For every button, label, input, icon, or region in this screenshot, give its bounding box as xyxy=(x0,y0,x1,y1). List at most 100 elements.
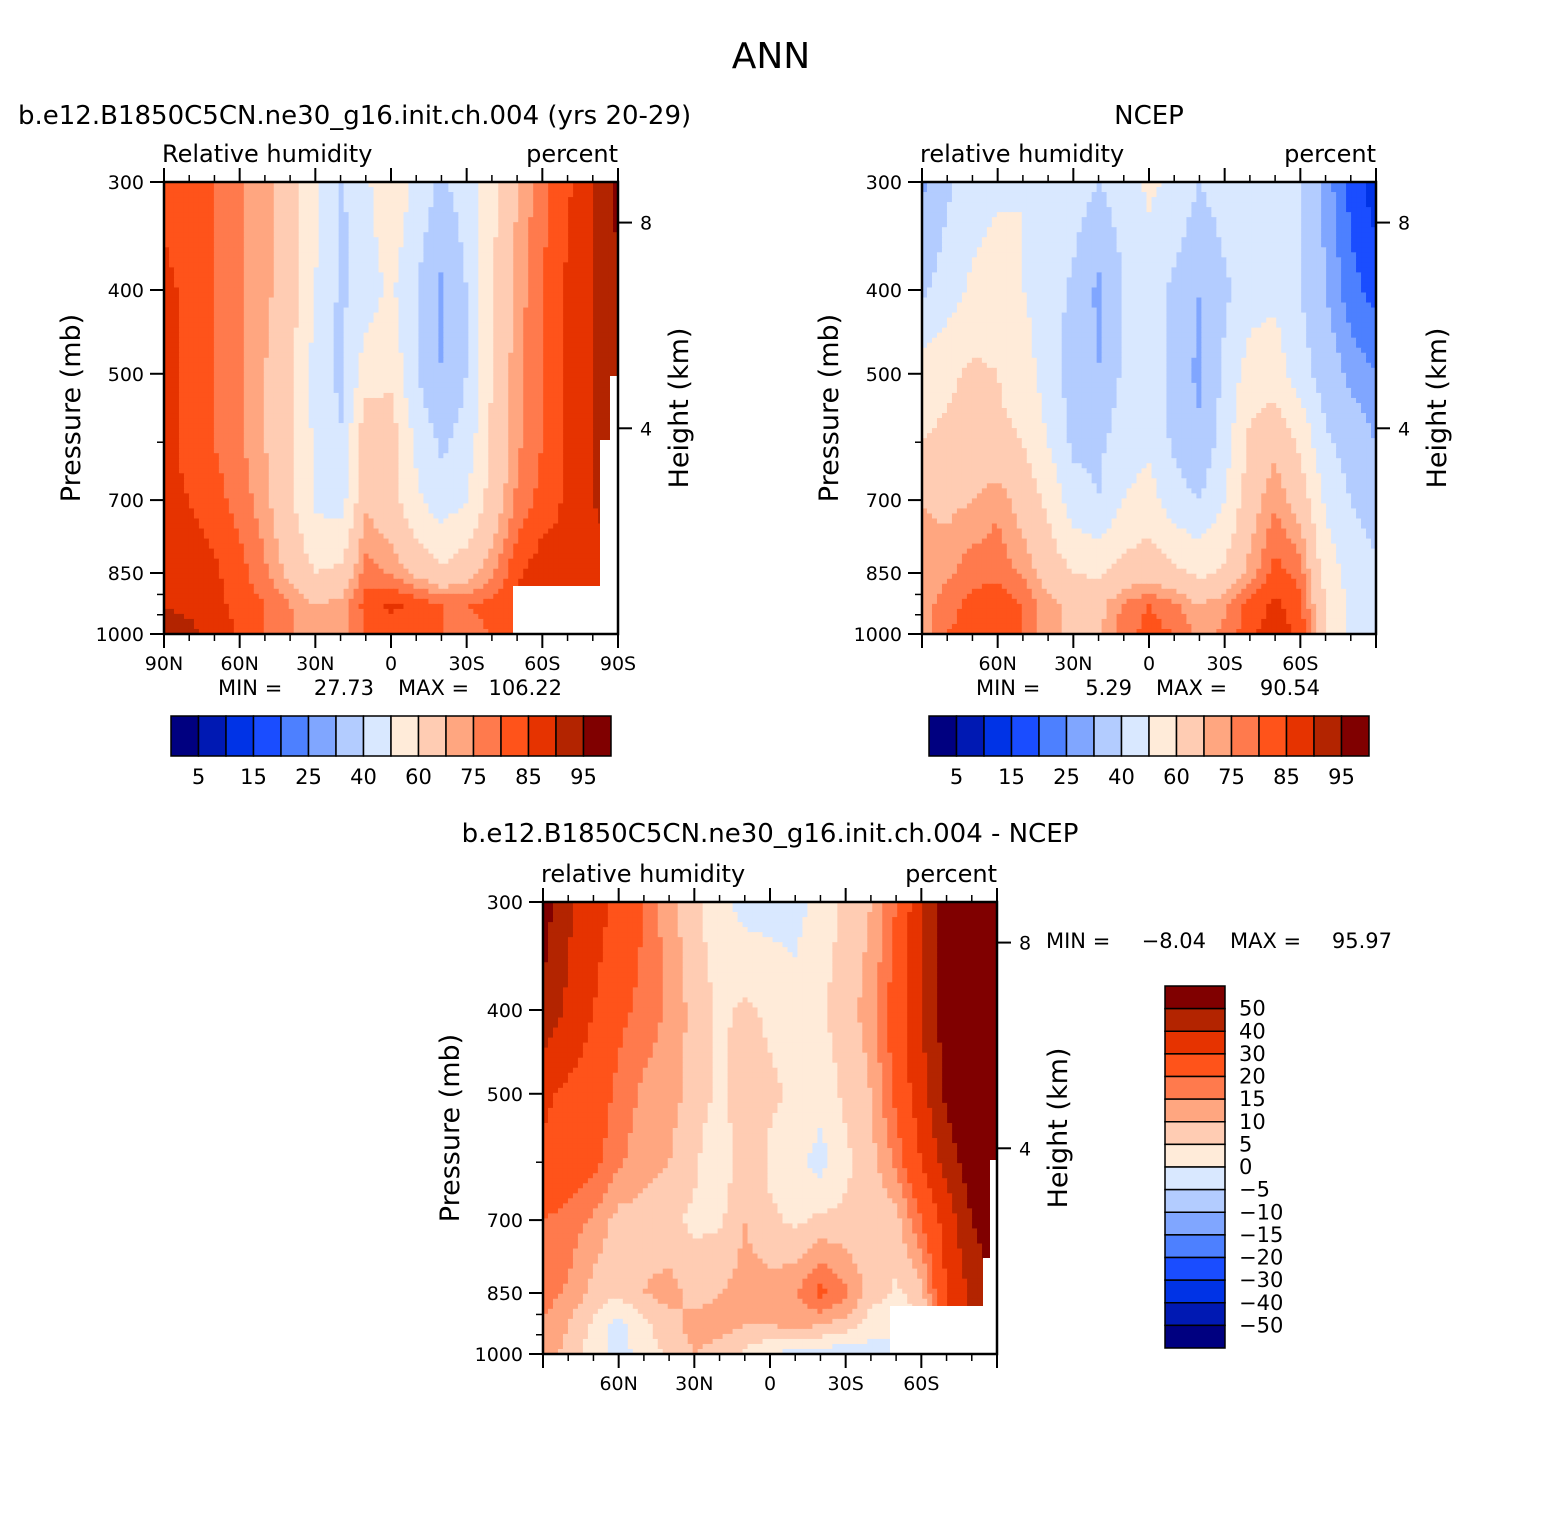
contour-cell xyxy=(443,323,449,329)
contour-cell xyxy=(249,368,255,374)
contour-cell xyxy=(259,433,265,439)
contour-cell xyxy=(458,373,464,379)
contour-cell xyxy=(493,338,499,344)
contour-cell xyxy=(413,358,419,364)
contour-cell xyxy=(234,222,240,228)
contour-cell xyxy=(189,338,195,344)
contour-cell xyxy=(334,448,340,454)
contour-cell xyxy=(379,418,385,424)
contour-cell xyxy=(448,343,454,349)
contour-cell xyxy=(523,453,529,459)
contour-cell xyxy=(498,358,504,364)
contour-cell xyxy=(189,373,195,379)
contour-cell xyxy=(304,353,310,359)
contour-cell xyxy=(548,267,554,273)
contour-cell xyxy=(244,287,250,293)
contour-cell xyxy=(558,393,564,399)
contour-cell xyxy=(284,453,290,459)
contour-cell xyxy=(204,413,210,419)
contour-cell xyxy=(174,227,180,233)
contour-cell xyxy=(578,393,584,399)
contour-cell xyxy=(204,292,210,298)
contour-cell xyxy=(269,413,275,419)
contour-cell xyxy=(508,282,514,288)
contour-cell xyxy=(359,308,365,314)
contour-cell xyxy=(463,398,469,404)
contour-cell xyxy=(194,358,200,364)
contour-cell xyxy=(503,192,509,198)
contour-cell xyxy=(344,443,350,449)
contour-cell xyxy=(463,343,469,349)
contour-cell xyxy=(299,303,305,309)
contour-cell xyxy=(319,282,325,288)
contour-cell xyxy=(299,358,305,364)
contour-cell xyxy=(498,257,504,263)
contour-cell xyxy=(374,398,380,404)
contour-cell xyxy=(244,333,250,339)
contour-cell xyxy=(194,318,200,324)
contour-cell xyxy=(548,408,554,414)
contour-cell xyxy=(403,187,409,193)
contour-cell xyxy=(558,348,564,354)
contour-cell xyxy=(239,328,245,334)
contour-cell xyxy=(423,453,429,459)
contour-cell xyxy=(588,247,594,253)
contour-cell xyxy=(214,303,220,309)
contour-cell xyxy=(329,358,335,364)
contour-cell xyxy=(508,438,514,444)
contour-cell xyxy=(553,272,559,278)
contour-cell xyxy=(219,438,225,444)
contour-cell xyxy=(488,398,494,404)
contour-cell xyxy=(463,328,469,334)
contour-cell xyxy=(418,348,424,354)
contour-cell xyxy=(349,368,355,374)
contour-cell xyxy=(269,368,275,374)
contour-cell xyxy=(538,298,544,304)
contour-cell xyxy=(239,308,245,314)
contour-cell xyxy=(428,438,434,444)
contour-cell xyxy=(304,453,310,459)
contour-cell xyxy=(408,232,414,238)
contour-cell xyxy=(209,423,215,429)
contour-cell xyxy=(344,242,350,248)
contour-cell xyxy=(498,423,504,429)
contour-cell xyxy=(518,313,524,319)
contour-cell xyxy=(264,212,270,218)
contour-cell xyxy=(558,358,564,364)
contour-cell xyxy=(309,438,315,444)
contour-cell xyxy=(174,333,180,339)
contour-cell xyxy=(219,453,225,459)
contour-cell xyxy=(339,222,345,228)
contour-cell xyxy=(329,303,335,309)
contour-cell xyxy=(533,207,539,213)
contour-cell xyxy=(379,323,385,329)
contour-cell xyxy=(244,443,250,449)
contour-cell xyxy=(239,242,245,248)
contour-cell xyxy=(608,212,614,218)
contour-cell xyxy=(304,267,310,273)
contour-cell xyxy=(528,443,534,449)
contour-cell xyxy=(483,358,489,364)
contour-cell xyxy=(294,443,300,449)
contour-cell xyxy=(463,298,469,304)
contour-cell xyxy=(393,363,399,369)
contour-cell xyxy=(488,232,494,238)
contour-cell xyxy=(468,423,474,429)
contour-cell xyxy=(359,363,365,369)
contour-cell xyxy=(463,368,469,374)
contour-cell xyxy=(413,433,419,439)
contour-cell xyxy=(339,383,345,389)
contour-cell xyxy=(269,217,275,223)
contour-cell xyxy=(458,303,464,309)
contour-cell xyxy=(438,353,444,359)
contour-cell xyxy=(433,438,439,444)
contour-cell xyxy=(369,303,375,309)
contour-cell xyxy=(533,363,539,369)
contour-cell xyxy=(354,252,360,258)
contour-cell xyxy=(543,298,549,304)
contour-cell xyxy=(229,343,235,349)
contour-cell xyxy=(603,197,609,203)
contour-cell xyxy=(538,313,544,319)
contour-cell xyxy=(314,197,320,203)
contour-cell xyxy=(274,227,280,233)
